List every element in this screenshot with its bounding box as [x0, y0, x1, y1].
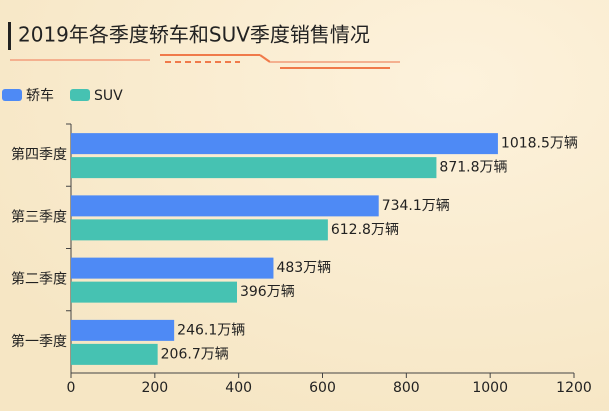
data-label: 483万辆 — [276, 260, 331, 276]
data-label: 396万辆 — [240, 284, 295, 300]
x-tick-label: 1200 — [556, 380, 592, 396]
y-tick-label: 第二季度 — [11, 271, 67, 288]
legend-label: 轿车 — [26, 87, 54, 104]
x-tick-label: 0 — [67, 380, 76, 396]
x-tick-label: 200 — [141, 380, 168, 396]
bar — [71, 195, 379, 217]
data-label: 1018.5万辆 — [501, 136, 578, 152]
data-label: 734.1万辆 — [382, 198, 450, 214]
title-marker — [8, 22, 11, 50]
y-tick-label: 第四季度 — [11, 146, 67, 163]
bar — [71, 343, 158, 365]
title-decoration — [10, 54, 400, 69]
x-tick-label: 400 — [225, 380, 252, 396]
bar — [71, 281, 237, 303]
legend-swatch — [2, 89, 22, 101]
chart-title: 2019年各季度轿车和SUV季度销售情况 — [18, 23, 370, 47]
bar — [71, 157, 437, 179]
data-label: 871.8万辆 — [439, 160, 507, 176]
x-tick-label: 600 — [309, 380, 336, 396]
data-label: 206.7万辆 — [161, 346, 229, 362]
data-label: 612.8万辆 — [331, 222, 399, 238]
y-tick-label: 第三季度 — [11, 208, 67, 225]
legend-swatch — [70, 89, 90, 101]
bar — [71, 133, 498, 155]
bar — [71, 219, 328, 241]
legend-label: SUV — [94, 88, 123, 104]
data-label: 246.1万辆 — [177, 322, 245, 338]
bar — [71, 319, 175, 341]
x-tick-label: 1000 — [472, 380, 508, 396]
bar — [71, 257, 274, 279]
y-tick-label: 第一季度 — [11, 333, 67, 350]
x-tick-label: 800 — [393, 380, 420, 396]
